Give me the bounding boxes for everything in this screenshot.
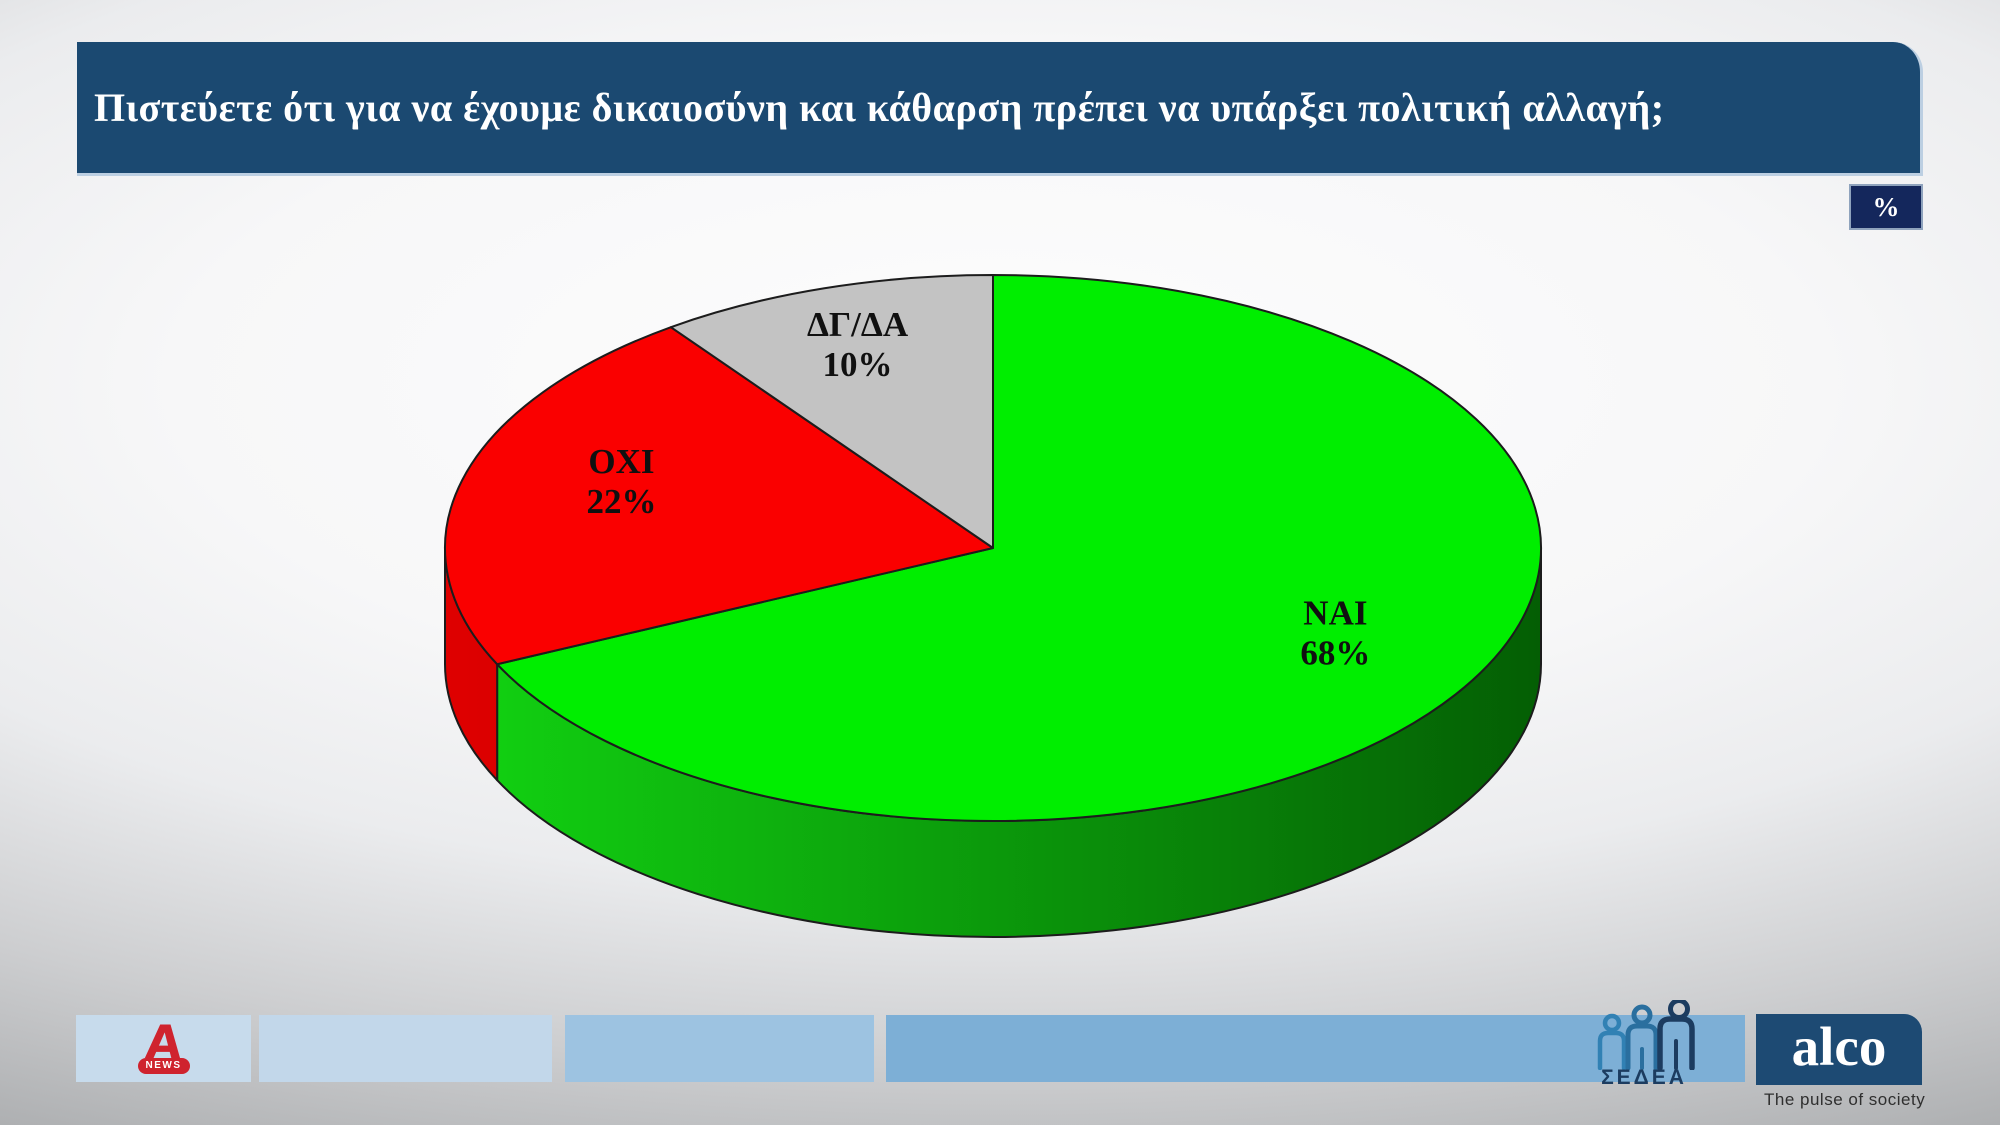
alpha-news-badge: NEWS: [137, 1058, 190, 1074]
percent-unit-label: %: [1872, 191, 1900, 222]
pie-label-2-name: ΔΓ/ΔΑ: [807, 305, 909, 344]
alpha-news-logo: A NEWS: [76, 1015, 251, 1082]
question-title-bar: Πιστεύετε ότι για να έχουμε δικαιοσύνη κ…: [77, 42, 1923, 176]
pie-label-1-name: ΟΧΙ: [588, 442, 654, 481]
alco-wordmark: alco: [1791, 1016, 1887, 1077]
alpha-a-icon: A: [143, 1015, 184, 1069]
question-title: Πιστεύετε ότι για να έχουμε δικαιοσύνη κ…: [94, 85, 1665, 130]
pie-label-0-name: ΝΑΙ: [1303, 594, 1367, 633]
pie-slice-0: [496, 274, 1542, 822]
pie-label-2-value: 10%: [823, 345, 893, 384]
percent-unit-badge: %: [1849, 184, 1923, 230]
sedea-wordmark: ΣΕΔΕΑ: [1601, 1066, 1687, 1089]
footer-box-3: [565, 1015, 874, 1082]
footer-box-2: [259, 1015, 552, 1082]
sedea-people-icon: [1597, 1000, 1695, 1070]
pie-label-0-value: 68%: [1300, 634, 1370, 673]
alco-tagline: The pulse of society: [1764, 1090, 1926, 1109]
pie-label-1-value: 22%: [586, 482, 656, 521]
alco-logo: alco: [1756, 1014, 1922, 1085]
pie-slice-2: [669, 274, 994, 549]
pie-slice-1: [444, 326, 994, 666]
